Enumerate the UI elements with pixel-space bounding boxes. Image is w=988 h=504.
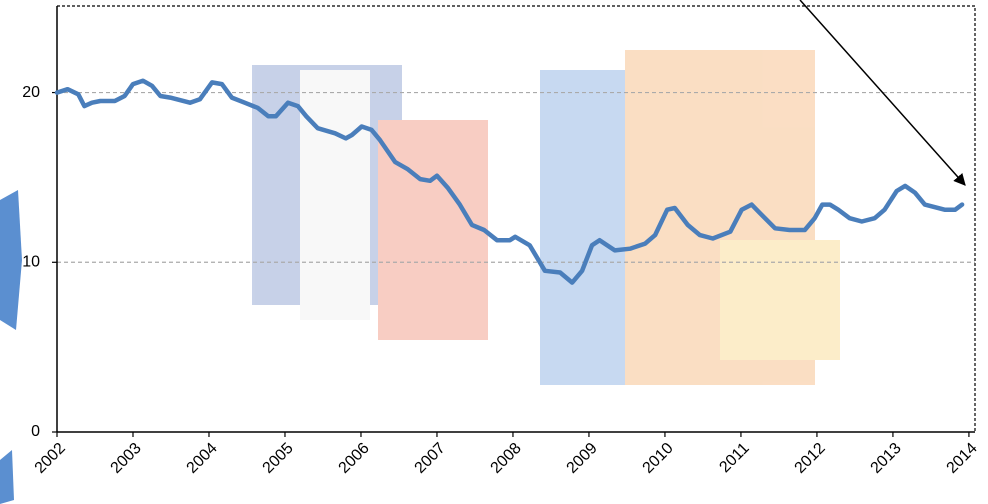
left-decoration	[0, 190, 22, 330]
x-tick-label: 2002	[32, 440, 69, 477]
x-tick-label: 2014	[944, 440, 981, 477]
plot-border	[57, 5, 976, 432]
x-tick-label: 2005	[260, 440, 297, 477]
x-tick-label: 2010	[640, 440, 677, 477]
x-tick-label: 2012	[792, 440, 829, 477]
y-tick-label: 20	[22, 84, 40, 101]
x-tick-label: 2008	[488, 440, 525, 477]
x-tick-label: 2011	[716, 440, 752, 476]
y-tick-label: 10	[22, 253, 40, 270]
marks	[54, 78, 965, 285]
x-tick-label: 2009	[564, 440, 601, 477]
x-tick-label: 2003	[108, 440, 145, 477]
annotation-arrow	[799, 0, 966, 186]
y-tick-label: 0	[31, 423, 40, 440]
x-tick-label: 2007	[412, 440, 449, 477]
x-tick-label: 2004	[184, 440, 221, 477]
series-line	[54, 78, 965, 285]
background-image	[252, 50, 840, 385]
x-tick-label: 2006	[336, 440, 373, 477]
left-decoration	[0, 450, 14, 504]
x-tick-label: 2013	[868, 440, 905, 477]
